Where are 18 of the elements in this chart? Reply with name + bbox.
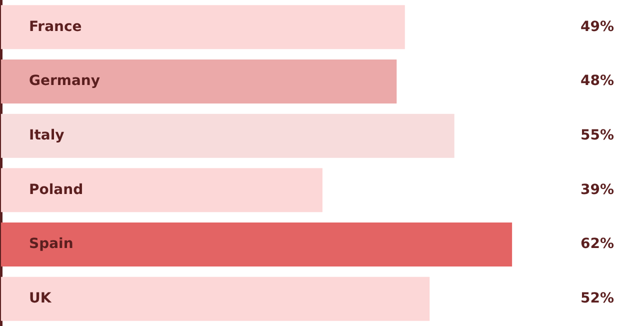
bar (1, 168, 322, 212)
bar (1, 276, 430, 321)
bar (1, 59, 397, 104)
y-tick-label: Italy (29, 127, 64, 144)
bar (1, 222, 512, 267)
bar (1, 114, 454, 158)
data-label: 49% (580, 18, 614, 35)
y-tick-label: Poland (29, 182, 84, 198)
bar (1, 5, 405, 50)
y-tick-label: France (29, 18, 82, 35)
y-tick-label: Germany (29, 73, 100, 90)
data-label: 55% (580, 127, 614, 144)
data-label: 39% (580, 182, 614, 198)
data-label: 52% (580, 290, 614, 306)
y-tick-label: UK (29, 290, 52, 306)
y-tick-label: Spain (29, 236, 74, 252)
data-label: 48% (580, 73, 614, 90)
data-label: 62% (580, 236, 614, 252)
